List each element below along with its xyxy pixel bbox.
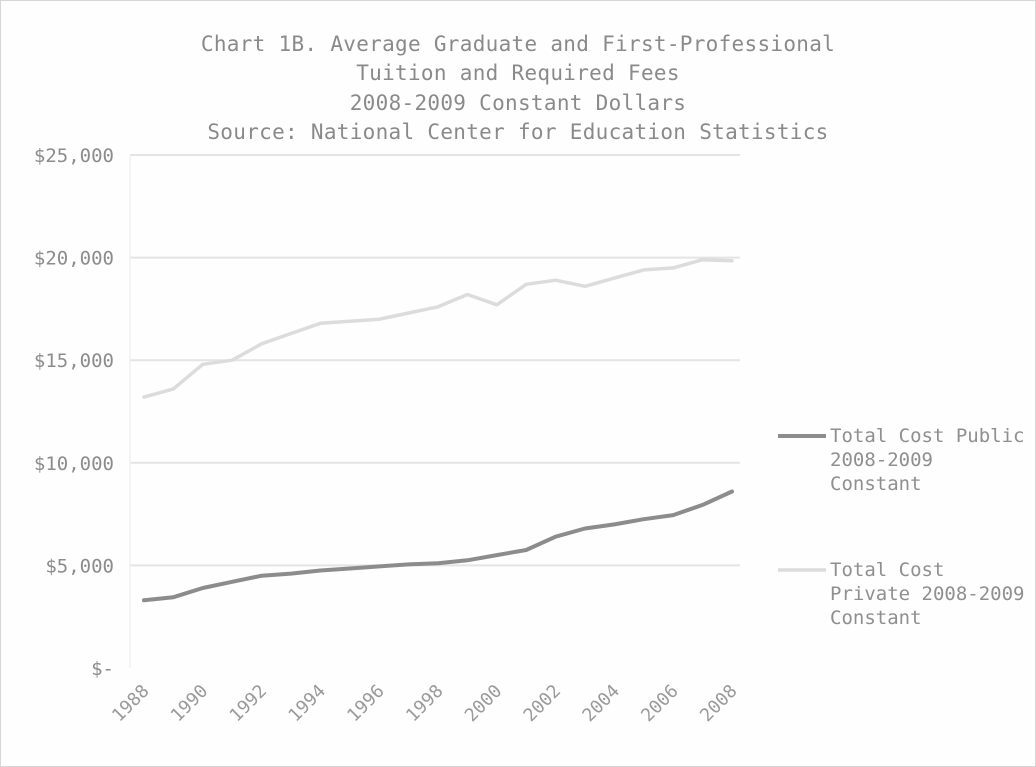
- x-tick-label: 1992: [226, 681, 272, 727]
- legend-label-private: Total Cost Private 2008-2009 Constant: [830, 559, 1025, 629]
- x-tick-label: 1990: [167, 681, 213, 727]
- x-tick-label: 2004: [578, 681, 624, 727]
- x-tick-label: 1994: [284, 681, 330, 727]
- x-tick-label: 1996: [343, 681, 389, 727]
- x-tick-label: 2008: [696, 681, 742, 727]
- chart-title-line-2: Tuition and Required Fees: [356, 61, 680, 85]
- series-line-public: [142, 489, 734, 603]
- chart-title-line-1: Chart 1B. Average Graduate and First-Pro…: [200, 32, 836, 56]
- y-tick-label: $10,000: [34, 453, 114, 475]
- y-tick-label: $20,000: [34, 248, 114, 270]
- chart-title-line-3: 2008-2009 Constant Dollars: [349, 91, 687, 115]
- chart-title-line-4: Source: National Center for Education St…: [207, 120, 829, 144]
- x-tick-label: 2002: [520, 681, 566, 727]
- y-tick-label: $5,000: [45, 555, 114, 577]
- x-tick-label: 2006: [637, 681, 683, 727]
- x-tick-label: 2000: [461, 681, 507, 727]
- x-tick-label: 1998: [402, 681, 448, 727]
- series-line-private: [142, 257, 734, 399]
- legend-label-public: Total Cost Public 2008-2009 Constant: [830, 425, 1025, 495]
- y-tick-label: $15,000: [34, 350, 114, 372]
- y-tick-label: $-: [91, 658, 114, 680]
- x-tick-label: 1988: [108, 681, 154, 727]
- y-tick-label: $25,000: [34, 145, 114, 167]
